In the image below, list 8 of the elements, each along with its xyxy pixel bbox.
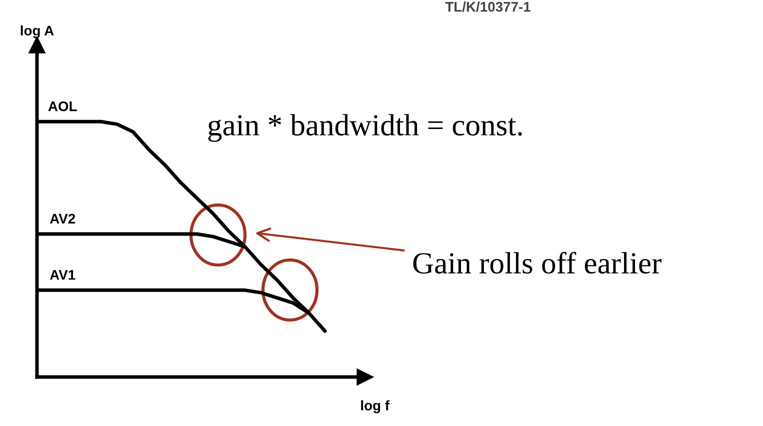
series-label: AOL xyxy=(48,101,77,112)
text: TL/K/10377-1 xyxy=(445,2,530,12)
text: Gain rolls off earlier xyxy=(413,252,662,274)
series-label: AV1 xyxy=(50,270,76,280)
annotation: gain * bandwidth = const. xyxy=(208,114,522,142)
text: log A xyxy=(20,25,54,38)
x-axis-title: log f xyxy=(361,400,390,414)
series-label: AV2 xyxy=(50,214,76,224)
